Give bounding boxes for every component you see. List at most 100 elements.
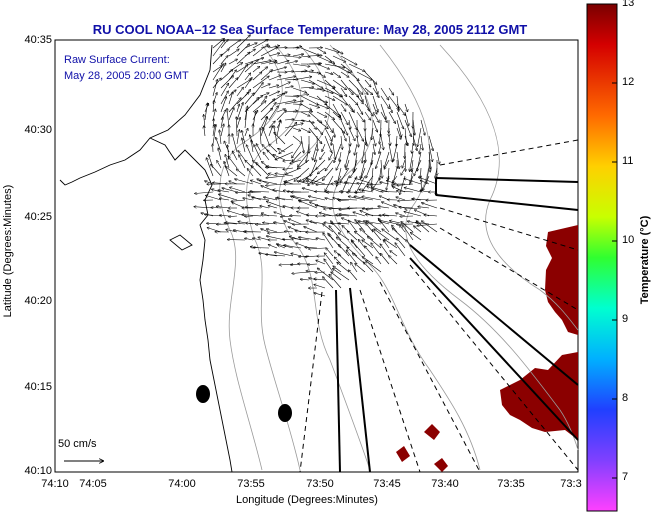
- current-vector: [325, 159, 334, 171]
- current-vector: [397, 238, 406, 249]
- current-vector: [228, 98, 241, 113]
- current-annotation-line1: Raw Surface Current:: [64, 54, 170, 66]
- current-vector: [292, 120, 304, 121]
- x-tick-label: 74:10: [41, 478, 69, 490]
- current-vector: [228, 156, 238, 169]
- current-vector: [300, 127, 310, 133]
- current-vector: [340, 55, 357, 65]
- current-vector: [388, 167, 389, 180]
- colorbar-tick-label: 11: [622, 155, 634, 167]
- current-vector: [353, 159, 358, 172]
- current-vector: [268, 46, 280, 49]
- current-vector: [349, 270, 358, 281]
- current-vector: [300, 47, 319, 55]
- current-vector: [323, 233, 334, 249]
- current-vector: [324, 253, 334, 265]
- current-vector: [372, 135, 376, 146]
- colorbar-tick-label: 12: [622, 76, 635, 88]
- current-vector: [292, 63, 310, 67]
- current-vector: [299, 201, 318, 209]
- current-vector: [315, 151, 318, 161]
- map-title: RU COOL NOAA–12 Sea Surface Temperature:…: [92, 22, 528, 37]
- current-vector: [260, 70, 272, 81]
- current-vector: [371, 243, 382, 257]
- current-vector: [365, 246, 374, 257]
- current-vector: [364, 95, 369, 111]
- current-vector: [412, 135, 417, 151]
- current-vector: [194, 207, 214, 208]
- current-vector: [411, 167, 414, 182]
- current-vector: [380, 254, 390, 265]
- current-vector: [332, 111, 341, 119]
- current-vector: [292, 151, 302, 162]
- current-vector: [244, 43, 257, 49]
- current-vector: [252, 60, 271, 65]
- current-vector: [419, 143, 422, 154]
- current-vector: [410, 151, 414, 171]
- current-vector: [384, 239, 398, 249]
- current-vector: [284, 101, 303, 105]
- current-vector: [316, 87, 333, 93]
- current-vector: [292, 196, 310, 201]
- current-vector: [340, 95, 353, 112]
- current-vector: [340, 71, 349, 77]
- current-vector: [346, 250, 358, 265]
- current-vector: [206, 158, 214, 177]
- current-vector: [220, 70, 233, 81]
- current-vector: [306, 181, 318, 185]
- current-vector: [316, 103, 328, 109]
- current-vector: [362, 143, 366, 163]
- current-vector: [300, 175, 310, 181]
- current-vector: [316, 71, 325, 77]
- current-vector: [352, 241, 366, 257]
- current-vector: [396, 111, 403, 129]
- current-vector: [276, 82, 290, 89]
- current-vector: [228, 92, 233, 105]
- current-vector: [420, 167, 421, 178]
- x-tick-label: 73:55: [237, 478, 265, 490]
- current-vector: [316, 95, 327, 105]
- current-vector: [292, 239, 310, 241]
- current-vector: [314, 293, 326, 297]
- current-vector: [204, 103, 207, 121]
- current-vector: [366, 261, 382, 273]
- x-tick-label: 73:45: [373, 478, 401, 490]
- current-vector: [276, 61, 289, 65]
- current-vector: [297, 159, 310, 169]
- current-vector: [420, 135, 423, 150]
- current-vector: [236, 118, 240, 129]
- current-vector: [364, 262, 374, 273]
- current-vector: [284, 123, 297, 137]
- current-vector: [332, 95, 347, 105]
- current-vector: [236, 52, 250, 65]
- x-tick-label: 74:05: [79, 478, 107, 490]
- current-vector: [331, 221, 342, 233]
- current-vector: [247, 169, 254, 177]
- y-tick-label: 40:10: [24, 465, 52, 477]
- current-vector: [308, 79, 323, 88]
- current-vector: [254, 145, 262, 161]
- current-vector: [402, 159, 406, 168]
- current-vector: [292, 87, 306, 93]
- current-vector: [259, 180, 278, 185]
- current-vector: [339, 214, 358, 217]
- current-vector: [331, 272, 342, 281]
- current-vector: [244, 78, 252, 89]
- current-vector: [346, 159, 350, 170]
- current-vector: [348, 71, 359, 80]
- current-vector: [284, 86, 293, 89]
- current-vector: [279, 143, 294, 154]
- current-vector: [308, 175, 318, 186]
- current-vector: [274, 212, 286, 217]
- current-vector: [303, 167, 318, 182]
- current-vector: [324, 79, 334, 89]
- current-vector: [285, 231, 294, 232]
- current-annotation-line2: May 28, 2005 20:00 GMT: [64, 70, 189, 82]
- current-vector: [412, 119, 415, 135]
- current-vector: [356, 71, 372, 80]
- current-vector: [414, 226, 422, 233]
- current-vector: [323, 277, 334, 289]
- current-vector: [393, 143, 398, 161]
- current-vector: [220, 124, 224, 137]
- current-vector: [294, 167, 310, 181]
